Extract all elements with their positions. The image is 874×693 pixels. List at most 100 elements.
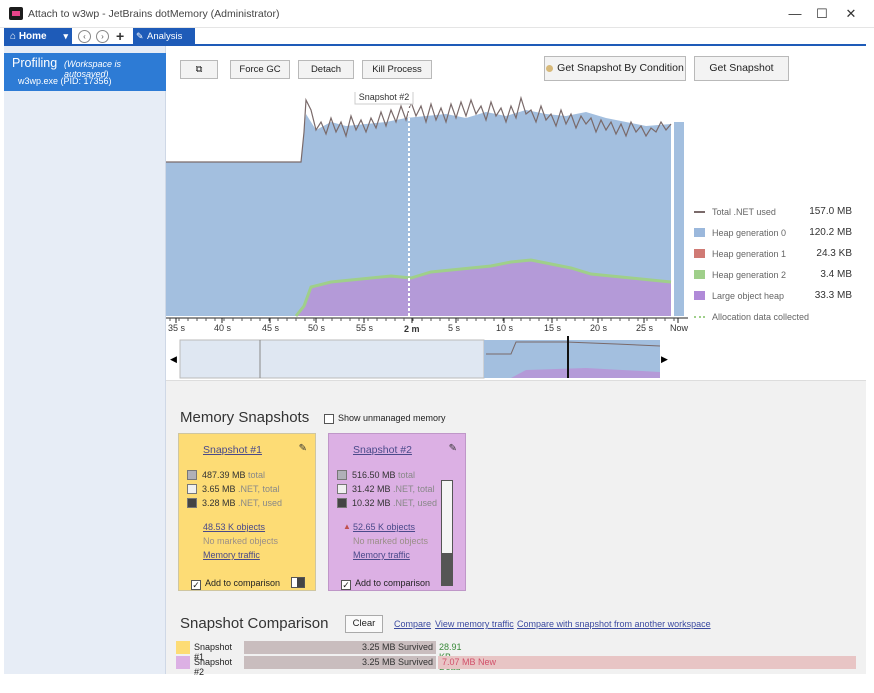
minimize-button[interactable]: — [788, 6, 802, 21]
edit-icon[interactable]: ✎ [298, 443, 307, 454]
time-tick-label: 5 s [448, 323, 461, 333]
time-tick-label: 40 s [214, 323, 232, 333]
add-comparison-checkbox[interactable]: ✓ [191, 580, 201, 590]
snapshot-marker-box[interactable] [354, 92, 414, 105]
legend-gen2: Heap generation 2 3.4 MB [690, 267, 860, 288]
scroll-left-icon[interactable]: ◀ [170, 354, 177, 364]
home-tab[interactable]: ⌂ Home ▾ [4, 28, 72, 45]
net-total-swatch [337, 484, 347, 494]
legend-loh: Large object heap 33.3 MB [690, 288, 860, 309]
memory-timeline-chart[interactable]: Snapshot #2 ◀ ▶ [166, 92, 688, 382]
legend-label: Allocation data collected [712, 312, 810, 322]
snapshot-card-1[interactable]: Snapshot #1 ✎ 487.39 MB total 3.65 MB .N… [178, 433, 316, 591]
net-used-row: 3.28 MB .NET, used [187, 498, 282, 508]
memory-usage-bar [441, 480, 453, 586]
legend-swatch-icon [694, 228, 705, 237]
view-memory-traffic-link[interactable]: View memory traffic [435, 619, 514, 629]
add-comparison-checkbox[interactable]: ✓ [341, 580, 351, 590]
legend-value: 157.0 MB [809, 206, 852, 217]
process-label: w3wp.exe (PID: 17356) [18, 76, 112, 86]
clear-button[interactable]: Clear [345, 615, 383, 633]
time-tick-label: 50 s [308, 323, 326, 333]
autosave-note: (Workspace is autosaved) [64, 59, 122, 79]
legend-gen0: Heap generation 0 120.2 MB [690, 225, 860, 246]
legend-total-net: Total .NET used 157.0 MB [690, 204, 860, 225]
compare-link[interactable]: Compare [394, 619, 432, 629]
snapshot-card-2[interactable]: Snapshot #2 ✎ 516.50 MB total 31.42 MB .… [328, 433, 466, 591]
edit-icon[interactable]: ✎ [448, 443, 457, 454]
total-swatch [187, 470, 197, 480]
legend-label: Heap generation 2 [712, 270, 787, 280]
net-total-value: 31.42 MB [352, 484, 391, 494]
snapshot-name-link[interactable]: Snapshot #2 [353, 444, 412, 456]
comparison-row-name: Snapshot #1 [194, 642, 233, 662]
force-gc-button[interactable]: Force GC [230, 60, 290, 79]
dropdown-icon[interactable]: ▾ [63, 31, 68, 41]
net-total-row: 31.42 MB .NET, total [337, 484, 435, 494]
add-to-comparison[interactable]: ✓ Add to comparison [341, 578, 430, 590]
time-tick-label: 25 s [636, 323, 654, 333]
net-total-value: 3.65 MB [202, 484, 236, 494]
legend-gen1: Heap generation 1 24.3 KB [690, 246, 860, 267]
snapshot-1-swatch [176, 641, 190, 654]
total-row: 487.39 MB total [187, 470, 265, 480]
legend-value: 3.4 MB [820, 269, 852, 280]
snapshot-by-condition-button[interactable]: Get Snapshot By Condition [544, 56, 686, 81]
detach-button[interactable]: Detach [298, 60, 354, 79]
objects-link[interactable]: 48.53 K objects [203, 522, 266, 532]
comparison-row-name: Snapshot #2 [194, 657, 233, 677]
forward-icon[interactable]: › [96, 30, 109, 43]
large-object-heap-area [166, 260, 671, 316]
net-used-swatch [337, 498, 347, 508]
overview-left-area[interactable] [179, 339, 485, 379]
overview-loh [511, 368, 660, 378]
add-tab-icon[interactable]: + [116, 28, 125, 44]
net-total-swatch [187, 484, 197, 494]
close-button[interactable]: ✕ [845, 6, 857, 21]
new-bar: 7.07 MB New [438, 656, 856, 669]
memory-traffic-link[interactable]: Memory traffic [353, 550, 410, 560]
chart-legend: Total .NET used 157.0 MB Heap generation… [690, 204, 860, 330]
snapshot-comparison-title: Snapshot Comparison [180, 615, 329, 632]
compare-other-workspace-link[interactable]: Compare with snapshot from another works… [517, 619, 711, 629]
snapshot-view-button[interactable]: ⧉ [180, 60, 218, 79]
time-tick-label: 15 s [544, 323, 562, 333]
legend-value: 120.2 MB [809, 227, 852, 238]
time-tick-label: 2 m [404, 324, 420, 334]
marked-objects-text: No marked objects [203, 536, 279, 546]
maximize-button[interactable]: ☐ [816, 6, 828, 21]
title-bar: Attach to w3wp - JetBrains dotMemory (Ad… [0, 0, 874, 28]
net-total-row: 3.65 MB .NET, total [187, 484, 280, 494]
objects-link[interactable]: 52.65 K objects [353, 522, 416, 532]
show-unmanaged-checkbox[interactable] [324, 414, 334, 424]
app-icon [9, 7, 23, 20]
add-comparison-label: Add to comparison [205, 578, 281, 588]
net-used-unit: .NET, used [238, 498, 283, 508]
sidebar-item-profiling[interactable]: Profiling (Workspace is autosaved) w3wp.… [4, 53, 166, 91]
legend-line-icon [694, 211, 705, 213]
kill-process-button[interactable]: Kill Process [362, 60, 432, 79]
net-used-swatch [187, 498, 197, 508]
tab-analysis[interactable]: ✎ Analysis #1 [133, 28, 195, 59]
back-icon[interactable]: ‹ [78, 30, 91, 43]
legend-swatch-icon [694, 270, 705, 279]
time-tick-label: 55 s [356, 323, 374, 333]
comparison-mini-icon [291, 577, 305, 588]
legend-label: Heap generation 1 [712, 249, 787, 259]
memory-traffic-link[interactable]: Memory traffic [203, 550, 260, 560]
time-tick-label: 10 s [496, 323, 514, 333]
net-total-unit: .NET, total [238, 484, 280, 494]
toolbar: ⌂ Home ▾ ‹ › + ✎ Analysis #1 [0, 28, 866, 59]
add-to-comparison[interactable]: ✓ Add to comparison [191, 578, 280, 590]
tick-marks [169, 318, 679, 323]
net-used-row: 10.32 MB .NET, used [337, 498, 437, 508]
legend-label: Heap generation 0 [712, 228, 787, 238]
legend-alloc: Allocation data collected [690, 309, 860, 330]
condition-dot-icon [546, 65, 554, 72]
sidebar: Profiling (Workspace is autosaved) w3wp.… [4, 46, 166, 674]
scroll-right-icon[interactable]: ▶ [661, 354, 668, 364]
snapshots-panel: Memory Snapshots Show unmanaged memory S… [166, 380, 866, 677]
snapshot-name-link[interactable]: Snapshot #1 [203, 444, 262, 456]
legend-dotted-icon [694, 316, 705, 318]
get-snapshot-button[interactable]: Get Snapshot [694, 56, 789, 81]
